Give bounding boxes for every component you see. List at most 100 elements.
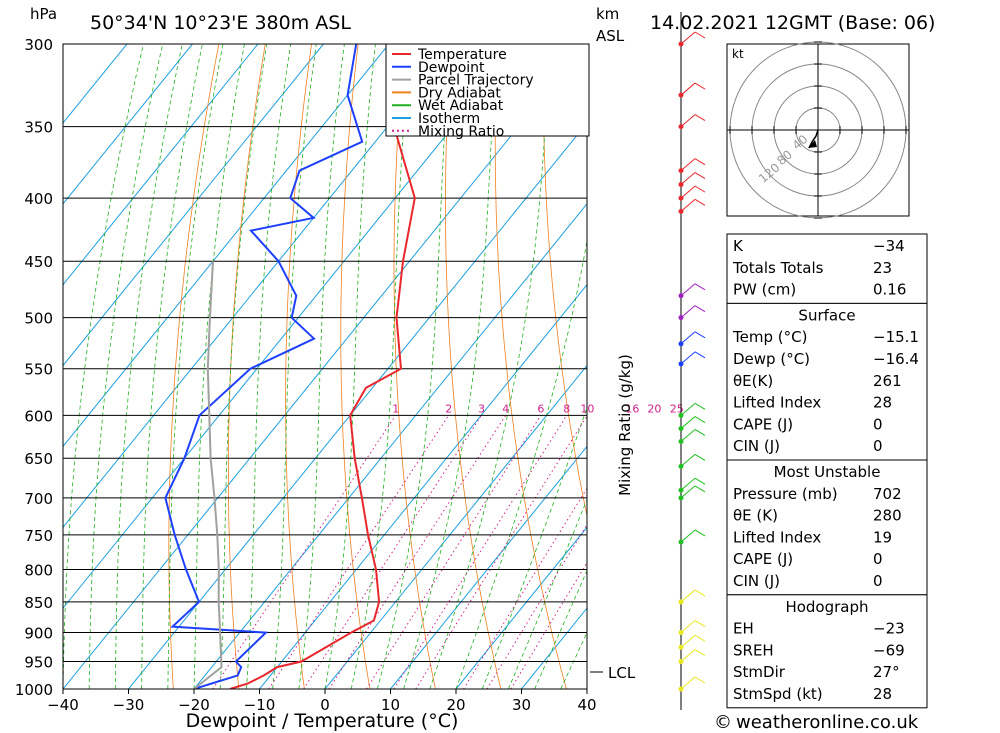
y-tick-label: 1000 bbox=[15, 681, 53, 699]
hodograph-index-label: EH bbox=[733, 620, 754, 638]
mixing-ratio-label: 2 bbox=[445, 402, 452, 415]
y-tick-label: 850 bbox=[24, 594, 53, 612]
mixing-ratio-label: 20 bbox=[647, 402, 661, 415]
dewpoint-series-line bbox=[164, 44, 364, 689]
hodograph-index-label: SREH bbox=[733, 641, 774, 659]
isotherm-line bbox=[63, 44, 193, 205]
dry-adiabat-line bbox=[962, 44, 1000, 689]
x-tick-label: 40 bbox=[577, 696, 596, 714]
wind-barb-flag bbox=[694, 620, 706, 627]
wind-barb-flag bbox=[694, 172, 706, 179]
hodograph-unit: kt bbox=[732, 47, 744, 61]
mixing-ratio-label: 16 bbox=[625, 402, 639, 415]
legend-box bbox=[385, 43, 590, 137]
y-tick-label: 800 bbox=[24, 561, 53, 579]
location-title: 50°34'N 10°23'E 380m ASL bbox=[90, 12, 351, 34]
wind-barb-shaft bbox=[680, 114, 696, 127]
wet-adiabat-line bbox=[193, 44, 245, 689]
dry-adiabat-line bbox=[340, 44, 371, 689]
wind-barb-flag bbox=[694, 283, 706, 291]
wind-barb-shaft bbox=[680, 158, 696, 172]
surface-index-label: Lifted Index bbox=[733, 394, 821, 412]
legend-label: Parcel Trajectory bbox=[418, 73, 534, 89]
isotherm-line bbox=[63, 44, 324, 367]
most-unstable-index-value: 280 bbox=[873, 507, 902, 525]
site-link[interactable]: weatheronline.co.uk bbox=[736, 712, 919, 733]
isotherm-line bbox=[390, 445, 587, 689]
surface-index-box bbox=[726, 302, 928, 461]
legend-label: Temperature bbox=[417, 47, 507, 63]
x-tick-label: 30 bbox=[512, 696, 531, 714]
most-unstable-index-label: Pressure (mb) bbox=[733, 485, 838, 503]
wind-barb-shaft bbox=[680, 429, 696, 442]
wet-adiabat-line bbox=[455, 239, 587, 689]
hodograph-index-value: −23 bbox=[873, 620, 905, 638]
wind-barb-shaft bbox=[680, 649, 696, 662]
mixing-ratio-label: 25 bbox=[670, 402, 684, 415]
indices-tables: K −34 Totals Totals 23 PW (cm) 0.16 Surface Tem… bbox=[726, 233, 928, 709]
wind-barb-flag bbox=[694, 416, 706, 423]
x-tick-label: 0 bbox=[320, 696, 330, 714]
wind-barb-shaft bbox=[680, 172, 696, 185]
hodograph-index-value: 28 bbox=[873, 685, 892, 703]
wind-barb-shaft bbox=[680, 620, 696, 633]
wind-barb-flag bbox=[694, 402, 706, 410]
dry-adiabat-line bbox=[227, 44, 266, 689]
wind-barb-flag bbox=[694, 676, 706, 684]
wet-adiabat-line bbox=[324, 44, 376, 689]
dry-adiabat-line bbox=[445, 44, 502, 689]
wet-adiabat-line bbox=[508, 498, 587, 689]
surface-index-label: CIN (J) bbox=[733, 437, 780, 455]
dry-adiabat-line bbox=[494, 44, 567, 689]
asl-label: ASL bbox=[596, 27, 625, 45]
dry-adiabat-line bbox=[285, 44, 312, 689]
wind-barb-shaft bbox=[680, 31, 696, 45]
wind-barb-flag bbox=[694, 351, 706, 359]
wind-barb-shaft bbox=[680, 416, 696, 429]
most-unstable-index-label: CIN (J) bbox=[733, 572, 780, 590]
y-tick-label: 400 bbox=[24, 190, 53, 208]
x-axis-title: Dewpoint / Temperature (°C) bbox=[186, 710, 459, 732]
isotherm-line bbox=[324, 364, 587, 689]
mixing-ratio-line bbox=[303, 415, 482, 689]
legend-label: Dewpoint bbox=[418, 60, 485, 76]
wet-adiabat-line bbox=[429, 44, 551, 689]
hodograph-trace bbox=[808, 129, 819, 149]
wet-adiabat-line bbox=[167, 44, 224, 689]
lcl-label: LCL bbox=[608, 664, 636, 682]
y-tick-label: 350 bbox=[24, 119, 53, 137]
surface-index-value: 0 bbox=[873, 437, 883, 455]
mixing-ratio-label: 3 bbox=[478, 402, 485, 415]
hodograph-index-value: 27° bbox=[873, 663, 900, 681]
wet-adiabat-line bbox=[534, 569, 587, 689]
most-unstable-index-box bbox=[726, 459, 928, 596]
mixing-ratio-axis-title: Mixing Ratio (g/kg) bbox=[616, 354, 634, 496]
wind-barb-shaft bbox=[680, 477, 696, 491]
most-unstable-index-label: θE (K) bbox=[733, 507, 778, 525]
general-index-label: Totals Totals bbox=[732, 259, 824, 277]
most-unstable-index-value: 19 bbox=[873, 528, 892, 546]
general-index-label: PW (cm) bbox=[733, 281, 796, 299]
axes: 3003504004505005506006507007508008509009… bbox=[15, 36, 597, 714]
isotherm-line bbox=[63, 44, 586, 689]
parcel-trajectory-series-line bbox=[193, 261, 223, 689]
wind-barb-shaft bbox=[680, 634, 696, 648]
y-tick-label: 450 bbox=[24, 253, 53, 271]
x-tick-label: −20 bbox=[178, 696, 210, 714]
general-index-value: 23 bbox=[873, 259, 892, 277]
wind-barb-flag bbox=[694, 158, 706, 166]
wind-barb-flag bbox=[694, 331, 706, 339]
isotherm-line bbox=[259, 283, 587, 689]
surface-index-value: −16.4 bbox=[873, 350, 919, 368]
mixing-ratio-labels: 1 2 3 4 6 8 10 16 20 25 bbox=[392, 402, 684, 415]
wind-barb-shaft bbox=[680, 351, 696, 365]
wet-adiabat-line bbox=[403, 44, 497, 689]
x-tick-label: −10 bbox=[244, 696, 276, 714]
pressure-unit-label: hPa bbox=[30, 5, 57, 23]
wind-barb-flag bbox=[694, 634, 706, 642]
surface-index-value: 28 bbox=[873, 394, 892, 412]
dry-adiabat-line bbox=[915, 44, 1000, 689]
